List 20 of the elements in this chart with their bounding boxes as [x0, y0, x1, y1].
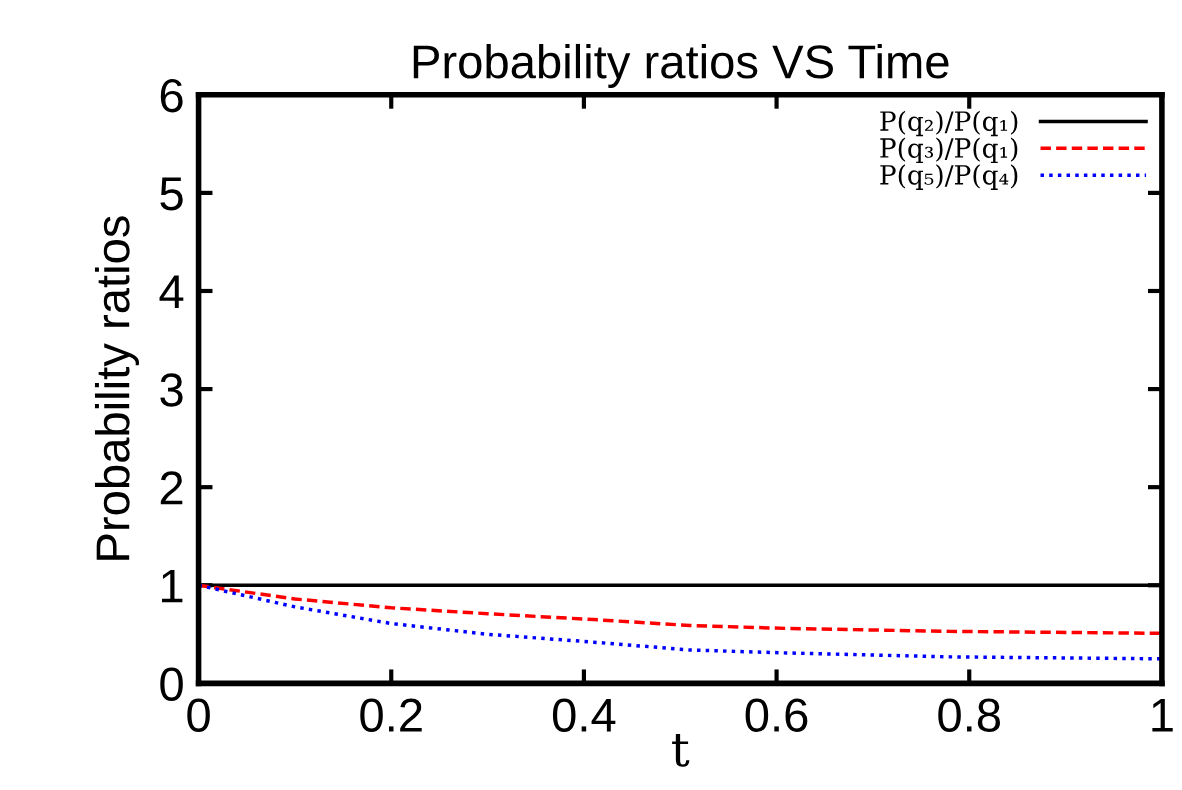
- x-tick-label: 0.4: [552, 698, 616, 732]
- x-tick-label: 0: [187, 698, 210, 732]
- legend-label: P(q₃)/P(q₁): [880, 137, 1018, 164]
- legend-label: P(q₂)/P(q₁): [880, 110, 1018, 137]
- y-tick-label: 5: [160, 177, 183, 211]
- x-tick-label: 0.8: [938, 698, 1001, 732]
- y-tick-label: 1: [162, 569, 183, 603]
- y-tick-label: 6: [160, 78, 183, 113]
- x-tick-label: 1: [1152, 698, 1173, 732]
- x-tick-label: 0.6: [745, 698, 808, 732]
- y-tick-label: 4: [159, 275, 184, 309]
- y-tick-label: 0: [160, 667, 183, 701]
- y-tick-label: 2: [160, 471, 183, 505]
- line-series: [198, 583, 1162, 661]
- x-axis-title: t: [672, 733, 690, 767]
- y-tick-label: 3: [160, 373, 183, 407]
- legend-label: P(q₅)/P(q₄): [880, 164, 1018, 190]
- chart-title: Probability ratios VS Time: [413, 43, 949, 88]
- x-tick-label: 0.2: [360, 698, 422, 732]
- y-axis-title: Probability ratios: [94, 216, 139, 560]
